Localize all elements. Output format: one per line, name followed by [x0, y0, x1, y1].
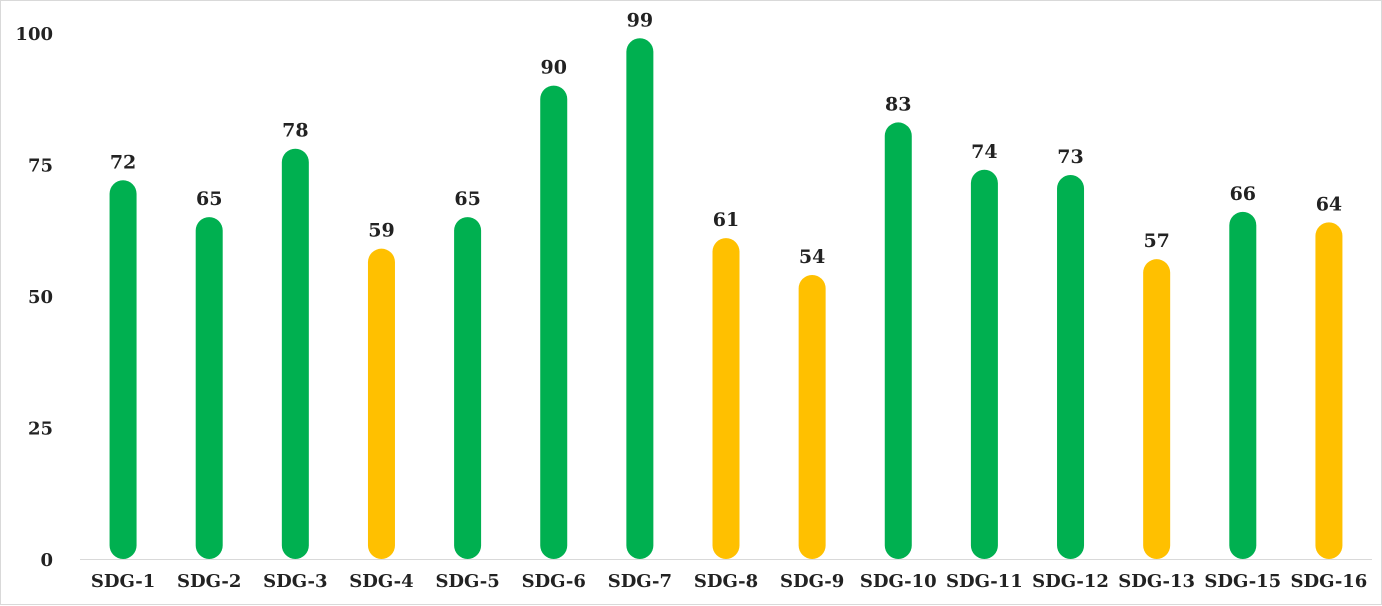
x-tick-label: SDG-3 [263, 571, 327, 592]
x-tick-label: SDG-16 [1291, 571, 1368, 592]
bar-sdg-10 [884, 122, 912, 560]
data-labels-group: 72 65 78 59 65 90 99 61 54 83 74 73 57 66 64 [110, 9, 1342, 268]
bar-sdg-6 [540, 85, 568, 559]
x-tick-label: SDG-4 [349, 571, 413, 592]
data-label: 65 [196, 188, 222, 210]
bar-sdg-1 [109, 180, 137, 559]
data-label: 64 [1316, 193, 1342, 215]
x-tick-label: SDG-11 [946, 571, 1023, 592]
x-tick-label: SDG-6 [522, 571, 586, 592]
x-tick-label: SDG-7 [608, 571, 672, 592]
bar-sdg-3 [281, 148, 309, 559]
bar-sdg-11 [970, 169, 998, 559]
y-axis-tick-labels: 0 25 50 75 100 [15, 24, 53, 571]
bar-sdg-13 [1143, 259, 1171, 559]
x-tick-label: SDG-9 [780, 571, 844, 592]
data-label: 66 [1230, 183, 1256, 205]
data-label: 83 [885, 93, 911, 115]
bar-sdg-5 [454, 217, 482, 559]
data-label: 74 [971, 141, 997, 163]
x-tick-label: SDG-5 [435, 571, 499, 592]
x-tick-label: SDG-15 [1204, 571, 1281, 592]
y-tick-label: 100 [15, 24, 53, 45]
x-tick-label: SDG-2 [177, 571, 241, 592]
data-label: 57 [1143, 230, 1169, 252]
bar-sdg-4 [367, 248, 395, 559]
bar-sdg-2 [195, 217, 223, 559]
x-tick-label: SDG-1 [91, 571, 155, 592]
bar-sdg-8 [712, 238, 740, 559]
x-tick-label: SDG-10 [860, 571, 937, 592]
bar-sdg-7 [626, 38, 654, 559]
bars-group [109, 38, 1343, 560]
data-label: 65 [454, 188, 480, 210]
data-label: 72 [110, 151, 136, 173]
data-label: 59 [368, 220, 394, 242]
y-tick-label: 0 [40, 550, 53, 571]
bar-sdg-16 [1315, 222, 1343, 560]
data-label: 99 [627, 9, 653, 31]
data-label: 90 [541, 57, 567, 79]
bar-sdg-12 [1057, 175, 1085, 559]
x-tick-label: SDG-13 [1118, 571, 1195, 592]
data-label: 73 [1057, 146, 1083, 168]
y-tick-label: 75 [28, 156, 53, 177]
data-label: 54 [799, 246, 825, 268]
y-tick-label: 25 [28, 419, 53, 440]
bar-sdg-15 [1229, 211, 1257, 559]
x-axis-tick-labels: SDG-1 SDG-2 SDG-3 SDG-4 SDG-5 SDG-6 SDG-7 SDG-8… [91, 571, 1367, 592]
data-label: 78 [282, 120, 308, 142]
x-tick-label: SDG-8 [694, 571, 758, 592]
x-tick-label: SDG-12 [1032, 571, 1109, 592]
data-label: 61 [713, 209, 739, 231]
y-tick-label: 50 [28, 287, 53, 308]
bar-sdg-9 [798, 274, 826, 559]
